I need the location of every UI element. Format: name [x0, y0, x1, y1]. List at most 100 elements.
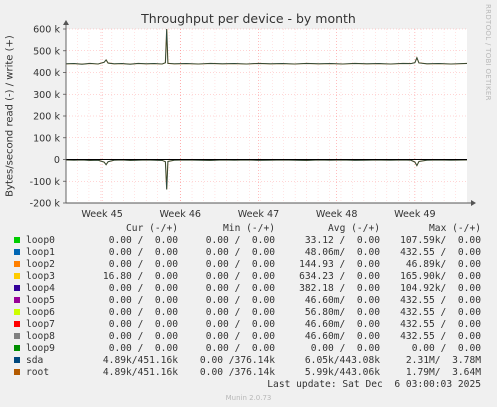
- legend-name: sda: [26, 355, 44, 366]
- x-tick-label: Week 49: [394, 209, 436, 220]
- legend-name: loop7: [26, 319, 55, 330]
- legend-name: loop6: [26, 307, 55, 318]
- legend-column-header: Min (-/+): [223, 223, 275, 234]
- last-update: Last update: Sat Dec 6 03:00:03 2025: [0, 379, 497, 391]
- series-sda-read-trace: [65, 159, 468, 190]
- legend-max-value: 432.55 / 0.00: [400, 247, 481, 258]
- legend-name: loop3: [26, 271, 55, 282]
- x-tick-label: Week 48: [316, 209, 358, 220]
- legend-cur-value: 4.89k/451.16k: [102, 367, 178, 378]
- legend-column-header: Avg (-/+): [328, 223, 380, 234]
- legend-avg-value: 5.99k/443.06k: [304, 367, 380, 378]
- legend-name: loop0: [26, 235, 55, 246]
- legend-avg-value: 6.05k/443.08k: [304, 355, 380, 366]
- legend-min-value: 0.00 / 0.00: [205, 247, 275, 258]
- legend-swatch: [14, 357, 20, 363]
- rrdtool-credit: RRDTOOL / TOBI OETIKER: [484, 4, 492, 101]
- legend-max-value: 432.55 / 0.00: [400, 307, 481, 318]
- legend-row-loop2: loop2 0.00 / 0.00 0.00 / 0.00 144.93 / 0.00…: [0, 259, 497, 271]
- legend-swatch: [14, 249, 20, 255]
- legend-max-value: 0.00 / 0.00: [411, 343, 481, 354]
- legend-avg-value: 46.60m/ 0.00: [304, 319, 380, 330]
- series-sda-write-trace: [65, 28, 468, 65]
- legend-row-loop4: loop4 0.00 / 0.00 0.00 / 0.00 382.18 / 0.00…: [0, 283, 497, 295]
- legend-avg-value: 48.06m/ 0.00: [304, 247, 380, 258]
- chart-title: Throughput per device - by month: [141, 11, 356, 26]
- legend-swatch: [14, 273, 20, 279]
- y-tick-label: 500 k: [33, 46, 60, 57]
- legend-avg-value: 144.93 / 0.00: [299, 259, 380, 270]
- legend-avg-value: 634.23 / 0.00: [299, 271, 380, 282]
- last-update-text: Last update: Sat Dec 6 03:00:03 2025: [267, 379, 481, 390]
- y-tick-label: 600 k: [33, 25, 60, 36]
- legend-min-value: 0.00 / 0.00: [205, 259, 275, 270]
- legend-swatch: [14, 297, 20, 303]
- legend-min-value: 0.00 / 0.00: [205, 283, 275, 294]
- legend-avg-value: 0.00 / 0.00: [310, 343, 380, 354]
- legend-min-value: 0.00 / 0.00: [205, 331, 275, 342]
- legend-avg-value: 382.18 / 0.00: [299, 283, 380, 294]
- y-tick-label: 200 k: [33, 112, 60, 123]
- legend-cur-value: 0.00 / 0.00: [108, 331, 178, 342]
- legend-name: loop4: [26, 283, 55, 294]
- legend-cur-value: 0.00 / 0.00: [108, 295, 178, 306]
- x-tick-label: Week 47: [238, 209, 280, 220]
- legend-max-value: 432.55 / 0.00: [400, 295, 481, 306]
- legend-min-value: 0.00 / 0.00: [205, 271, 275, 282]
- y-tick-label: 0: [54, 155, 60, 166]
- legend-min-value: 0.00 / 0.00: [205, 319, 275, 330]
- legend-max-value: 46.89k/ 0.00: [405, 259, 481, 270]
- legend-row-root: root 4.89k/451.16k 0.00 /376.14k 5.99k/443.…: [0, 367, 497, 379]
- legend-swatch: [14, 321, 20, 327]
- legend-swatch: [14, 261, 20, 267]
- munin-version: Munin 2.0.73: [225, 394, 272, 402]
- legend-avg-value: 46.60m/ 0.00: [304, 331, 380, 342]
- legend-row-sda: sda 4.89k/451.16k 0.00 /376.14k 6.05k/443.0…: [0, 355, 497, 367]
- y-tick-label: 300 k: [33, 90, 60, 101]
- legend-name: root: [26, 367, 50, 378]
- legend-max-value: 104.92k/ 0.00: [400, 283, 481, 294]
- legend-cur-value: 0.00 / 0.00: [108, 283, 178, 294]
- legend-column-header: Cur (-/+): [126, 223, 178, 234]
- legend-name: loop5: [26, 295, 55, 306]
- legend-row-loop9: loop9 0.00 / 0.00 0.00 / 0.00 0.00 / 0.00 0.…: [0, 343, 497, 355]
- y-axis-arrow: [63, 20, 69, 25]
- legend-swatch: [14, 369, 20, 375]
- legend-row-loop0: loop0 0.00 / 0.00 0.00 / 0.00 33.12 / 0.00 1…: [0, 235, 497, 247]
- legend-name: loop8: [26, 331, 55, 342]
- legend-column-header: Max (-/+): [429, 223, 481, 234]
- y-tick-label: 400 k: [33, 68, 60, 79]
- legend-name: loop1: [26, 247, 55, 258]
- x-tick-label: Week 46: [160, 209, 202, 220]
- legend-row-loop8: loop8 0.00 / 0.00 0.00 / 0.00 46.60m/ 0.00 4…: [0, 331, 497, 343]
- legend-name: loop2: [26, 259, 55, 270]
- legend-max-value: 107.59k/ 0.00: [400, 235, 481, 246]
- legend-min-value: 0.00 / 0.00: [205, 235, 275, 246]
- legend-min-value: 0.00 / 0.00: [205, 295, 275, 306]
- legend-name: loop9: [26, 343, 55, 354]
- legend-swatch: [14, 345, 20, 351]
- legend-row-loop7: loop7 0.00 / 0.00 0.00 / 0.00 46.60m/ 0.00 4…: [0, 319, 497, 331]
- legend-row-loop6: loop6 0.00 / 0.00 0.00 / 0.00 56.80m/ 0.00 4…: [0, 307, 497, 319]
- legend-swatch: [14, 285, 20, 291]
- legend-max-value: 432.55 / 0.00: [400, 319, 481, 330]
- legend-row-loop5: loop5 0.00 / 0.00 0.00 / 0.00 46.60m/ 0.00 4…: [0, 295, 497, 307]
- legend-avg-value: 33.12 / 0.00: [304, 235, 380, 246]
- legend-swatch: [14, 333, 20, 339]
- x-axis-arrow: [471, 200, 476, 206]
- legend-swatch: [14, 237, 20, 243]
- legend-max-value: 165.90k/ 0.00: [400, 271, 481, 282]
- legend-min-value: 0.00 /376.14k: [199, 355, 275, 366]
- legend-cur-value: 0.00 / 0.00: [108, 319, 178, 330]
- legend-swatch: [14, 309, 20, 315]
- legend-min-value: 0.00 /376.14k: [199, 367, 275, 378]
- legend-cur-value: 0.00 / 0.00: [108, 247, 178, 258]
- legend-cur-value: 4.89k/451.16k: [102, 355, 178, 366]
- x-tick-label: Week 45: [81, 209, 123, 220]
- chart-plot: 600 k 500 k 400 k 300 k 200 k 100 k 0 -100 k -20…: [30, 20, 476, 220]
- legend-max-value: 432.55 / 0.00: [400, 331, 481, 342]
- legend-cur-value: 0.00 / 0.00: [108, 259, 178, 270]
- legend-row-loop3: loop3 16.80 / 0.00 0.00 / 0.00 634.23 / 0.0…: [0, 271, 497, 283]
- legend-cur-value: 0.00 / 0.00: [108, 343, 178, 354]
